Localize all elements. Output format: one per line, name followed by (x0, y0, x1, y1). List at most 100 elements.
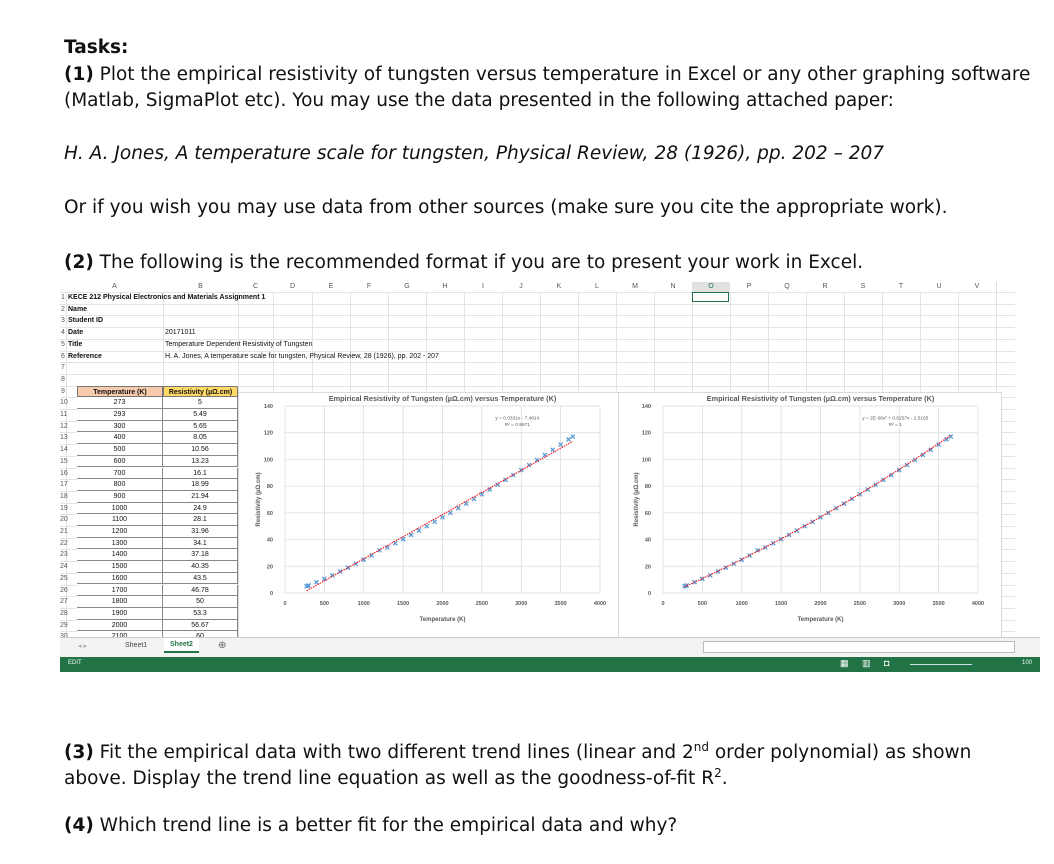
column-header-C[interactable]: C (238, 282, 274, 292)
row-number[interactable]: 12 (60, 422, 68, 430)
row-number[interactable]: 14 (60, 446, 68, 454)
row-number[interactable]: 3 (61, 317, 65, 325)
horizontal-scrollbar[interactable] (703, 641, 1015, 653)
column-header-M[interactable]: M (616, 282, 655, 292)
info-label[interactable]: Student ID (68, 317, 103, 325)
column-header-T[interactable]: T (882, 282, 921, 292)
tab-scroll-arrows[interactable]: ◂ ▸ (78, 643, 87, 650)
table-cell[interactable]: 40.35 (163, 561, 238, 573)
table-cell[interactable]: 5 (163, 397, 238, 409)
table-cell[interactable]: 1900 (77, 607, 163, 620)
table-cell[interactable]: 18.99 (163, 479, 238, 491)
table-cell[interactable]: 46.78 (163, 584, 238, 597)
column-header-D[interactable]: D (273, 282, 313, 292)
info-label[interactable]: Date (68, 329, 84, 337)
table-cell[interactable]: 1000 (77, 502, 163, 515)
row-number[interactable]: 15 (60, 457, 68, 465)
table-cell[interactable]: 700 (77, 467, 163, 480)
table-cell[interactable]: 28.1 (163, 514, 238, 526)
row-number[interactable]: 7 (61, 364, 65, 372)
row-number[interactable]: 19 (60, 504, 68, 512)
row-number[interactable]: 24 (60, 563, 68, 571)
info-value[interactable]: 20171011 (165, 329, 196, 337)
row-number[interactable]: 6 (61, 352, 65, 360)
table-cell[interactable]: 56.67 (163, 619, 238, 632)
table-cell[interactable]: 1500 (77, 561, 163, 573)
row-number[interactable]: 8 (61, 375, 65, 383)
row-number[interactable]: 30 (60, 633, 68, 640)
table-cell[interactable]: 400 (77, 432, 163, 445)
table-cell[interactable]: 21.94 (163, 490, 238, 503)
selected-cell[interactable] (692, 292, 729, 302)
info-label[interactable]: Name (68, 305, 88, 313)
table-cell[interactable]: 13.23 (163, 455, 238, 468)
column-header-S[interactable]: S (844, 282, 883, 292)
column-header-N[interactable]: N (654, 282, 693, 292)
column-header-R[interactable]: R (806, 282, 845, 292)
column-header-H[interactable]: H (426, 282, 465, 292)
table-cell[interactable]: 1100 (77, 514, 163, 526)
row-number[interactable]: 5 (61, 340, 65, 348)
table-cell[interactable]: 5.65 (163, 420, 238, 433)
table-cell[interactable]: 24.9 (163, 502, 238, 515)
table-cell[interactable]: 37.18 (163, 549, 238, 562)
table-header[interactable]: Resistivity (µΩ.cm) (163, 385, 238, 398)
table-cell[interactable]: 1800 (77, 596, 163, 608)
chart-polynomial-fit[interactable]: Empirical Resistivity of Tungsten (µΩ.cm… (618, 392, 1002, 639)
row-number[interactable]: 4 (61, 329, 65, 337)
row-number[interactable]: 16 (60, 469, 68, 477)
page-layout-icon[interactable]: ▥ (862, 658, 871, 668)
table-cell[interactable]: 34.1 (163, 537, 238, 550)
row-number[interactable]: 9 (61, 387, 65, 395)
info-label[interactable]: Title (68, 340, 83, 348)
row-number[interactable]: 11 (60, 411, 68, 418)
table-cell[interactable]: 53.3 (163, 607, 238, 620)
info-label[interactable]: KECE 212 Physical Electronics and Materi… (68, 294, 266, 301)
table-cell[interactable]: 8.05 (163, 432, 238, 445)
row-number[interactable]: 28 (60, 609, 68, 617)
table-cell[interactable]: 800 (77, 479, 163, 491)
row-number[interactable]: 2 (61, 305, 65, 313)
table-header[interactable]: Temperature (K) (77, 385, 163, 398)
table-cell[interactable]: 1300 (77, 537, 163, 550)
row-number[interactable]: 23 (60, 551, 68, 559)
table-cell[interactable]: 5.49 (163, 409, 238, 421)
column-header-J[interactable]: J (502, 282, 541, 292)
column-header-L[interactable]: L (578, 282, 617, 292)
column-header-P[interactable]: P (730, 282, 769, 292)
column-header-Q[interactable]: Q (768, 282, 807, 292)
tab-sheet2[interactable]: Sheet2 (164, 638, 199, 653)
row-number[interactable]: 1 (61, 294, 65, 301)
normal-view-icon[interactable]: ▦ (840, 658, 849, 668)
table-cell[interactable]: 1400 (77, 549, 163, 562)
row-number[interactable]: 29 (60, 621, 68, 629)
row-number[interactable]: 25 (60, 574, 68, 582)
tab-sheet1[interactable]: Sheet1 (125, 642, 148, 649)
column-header-E[interactable]: E (312, 282, 351, 292)
row-number[interactable]: 21 (60, 528, 68, 535)
row-number[interactable]: 13 (60, 434, 68, 442)
table-cell[interactable]: 600 (77, 455, 163, 468)
table-cell[interactable]: 10.56 (163, 444, 238, 456)
table-cell[interactable]: 2000 (77, 619, 163, 632)
row-number[interactable]: 26 (60, 586, 68, 594)
add-sheet-icon[interactable]: ⊕ (218, 640, 227, 651)
table-cell[interactable]: 1200 (77, 526, 163, 538)
zoom-slider[interactable] (910, 664, 972, 665)
column-header-K[interactable]: K (540, 282, 579, 292)
table-cell[interactable]: 1600 (77, 572, 163, 585)
table-cell[interactable]: 50 (163, 596, 238, 608)
table-cell[interactable]: 1700 (77, 584, 163, 597)
row-number[interactable]: 27 (60, 598, 68, 606)
row-number[interactable]: 17 (60, 481, 68, 489)
table-cell[interactable]: 293 (77, 409, 163, 421)
table-cell[interactable]: 500 (77, 444, 163, 456)
page-break-icon[interactable]: ◘ (884, 658, 890, 668)
column-header-G[interactable]: G (388, 282, 427, 292)
column-header-O[interactable]: O (692, 282, 731, 292)
info-value[interactable]: H. A. Jones, A temperature scale for tun… (165, 352, 439, 360)
row-number[interactable]: 18 (60, 492, 68, 500)
info-label[interactable]: Reference (68, 352, 102, 360)
table-cell[interactable]: 273 (77, 397, 163, 409)
column-header-U[interactable]: U (920, 282, 959, 292)
